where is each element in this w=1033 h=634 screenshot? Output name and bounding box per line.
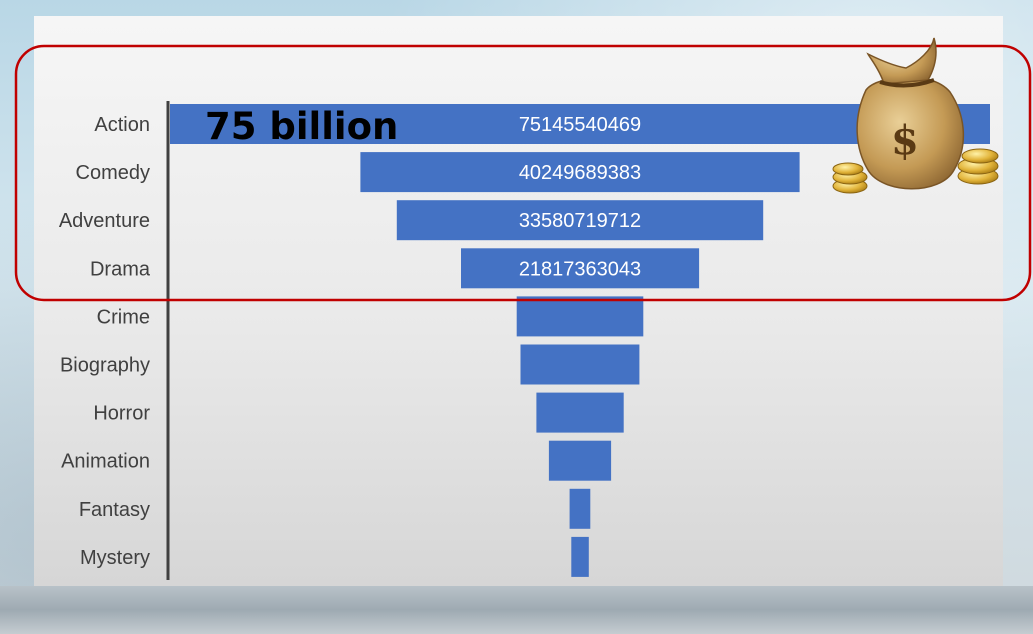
category-label-crime: Crime <box>97 306 150 328</box>
category-label-biography: Biography <box>60 355 150 377</box>
bar-crime <box>516 296 644 337</box>
callout-text: 75 billion <box>205 105 398 148</box>
money-bag-icon: $ <box>832 37 999 194</box>
bar-horror <box>536 392 624 433</box>
bar-mystery <box>571 536 589 577</box>
gold-coins-icon <box>832 148 999 194</box>
data-label-adventure: 33580719712 <box>519 210 641 232</box>
data-label-drama: 21817363043 <box>519 258 641 280</box>
highlight-rectangle <box>14 44 1032 302</box>
category-label-comedy: Comedy <box>76 162 150 184</box>
bars-layer: 75145540469 40249689383 33580719712 2181736… <box>170 104 990 577</box>
svg-text:$: $ <box>891 117 919 164</box>
bar-animation <box>548 440 612 481</box>
background-bottom-strip <box>0 586 1033 634</box>
data-label-comedy: 40249689383 <box>519 162 641 184</box>
bar-comedy <box>360 152 800 193</box>
category-labels: Action Comedy Adventure Drama Crime Biography… <box>59 114 151 569</box>
bar-fantasy <box>569 488 591 529</box>
bar-biography <box>520 344 640 385</box>
bar-drama <box>461 248 700 289</box>
category-label-fantasy: Fantasy <box>79 499 150 521</box>
category-label-animation: Animation <box>61 451 150 473</box>
category-label-mystery: Mystery <box>80 547 150 569</box>
category-label-action: Action <box>94 114 150 136</box>
category-label-drama: Drama <box>90 258 151 280</box>
category-label-adventure: Adventure <box>59 210 150 232</box>
category-label-horror: Horror <box>93 403 150 425</box>
bar-adventure <box>396 200 764 241</box>
bar-action <box>170 104 990 144</box>
data-label-action: 75145540469 <box>519 114 641 136</box>
